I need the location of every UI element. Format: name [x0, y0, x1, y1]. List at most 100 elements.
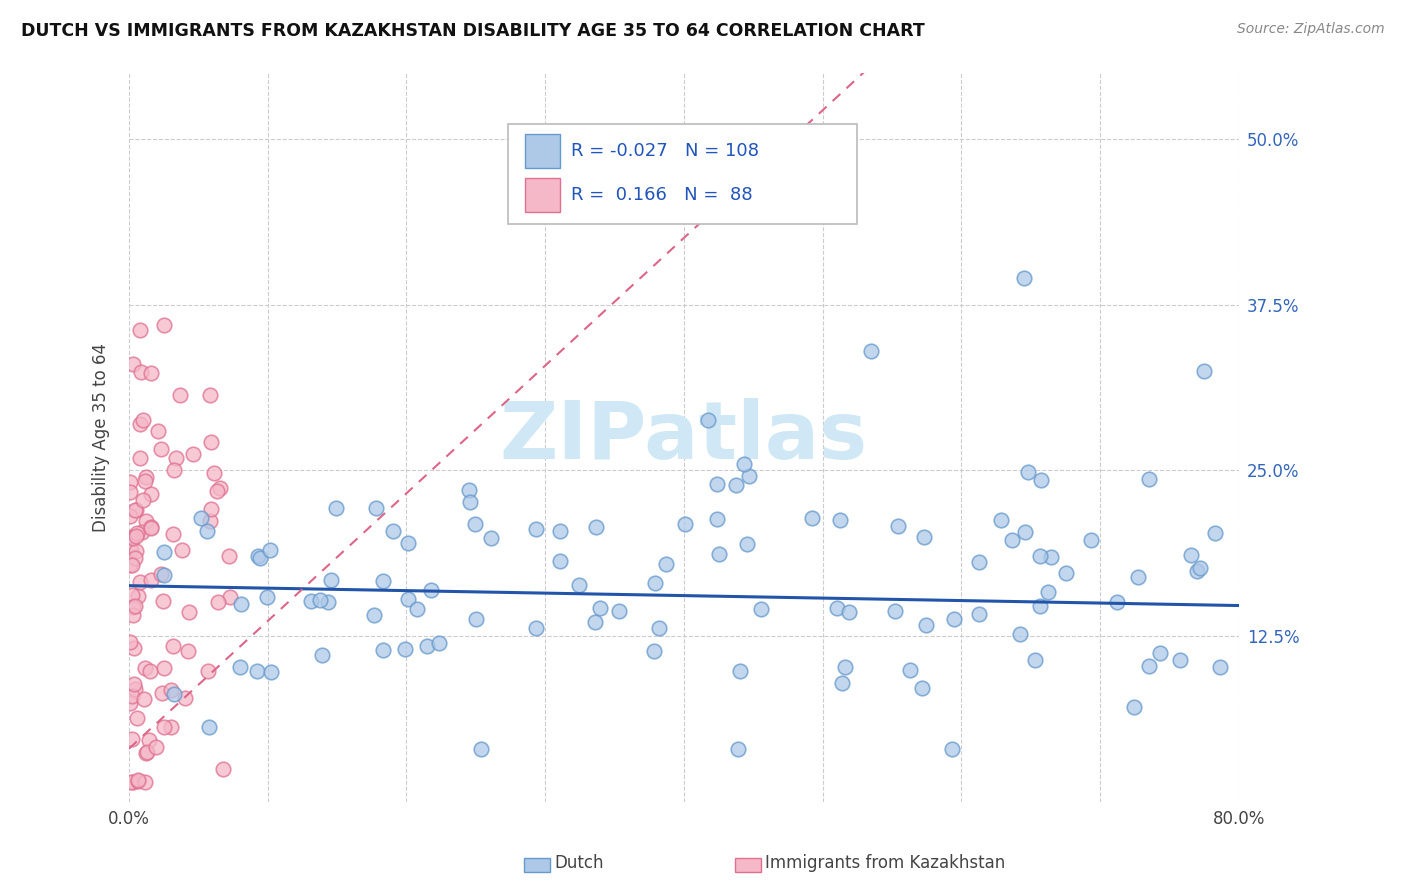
Text: DUTCH VS IMMIGRANTS FROM KAZAKHSTAN DISABILITY AGE 35 TO 64 CORRELATION CHART: DUTCH VS IMMIGRANTS FROM KAZAKHSTAN DISA…	[21, 22, 925, 40]
Point	[1038, 585, 1060, 599]
Point	[967, 555, 990, 569]
Point	[706, 512, 728, 526]
Point	[396, 592, 419, 607]
Point	[198, 720, 221, 734]
Point	[589, 600, 612, 615]
Point	[898, 664, 921, 678]
Point	[373, 574, 395, 588]
Point	[190, 511, 212, 525]
Point	[160, 720, 183, 734]
Point	[673, 517, 696, 532]
Point	[127, 772, 149, 787]
Point	[548, 554, 571, 568]
Point	[124, 550, 146, 565]
Point	[648, 621, 671, 635]
Point	[153, 545, 176, 559]
Point	[122, 641, 145, 656]
Point	[1054, 566, 1077, 580]
Point	[912, 530, 935, 544]
Point	[458, 494, 481, 508]
Point	[146, 425, 169, 439]
Point	[125, 529, 148, 543]
Point	[150, 442, 173, 456]
Point	[1017, 466, 1039, 480]
Point	[195, 524, 218, 539]
Point	[1008, 626, 1031, 640]
Point	[174, 691, 197, 706]
Point	[886, 519, 908, 533]
Point	[249, 550, 271, 565]
Point	[311, 648, 333, 663]
Point	[209, 481, 232, 495]
Point	[132, 692, 155, 706]
Point	[127, 589, 149, 603]
Point	[524, 621, 547, 635]
Point	[363, 607, 385, 622]
Point	[134, 474, 156, 488]
Point	[162, 526, 184, 541]
Point	[749, 601, 772, 615]
Point	[1080, 533, 1102, 548]
Point	[860, 344, 883, 359]
Point	[131, 524, 153, 539]
Point	[299, 593, 322, 607]
Point	[943, 612, 966, 626]
Point	[207, 595, 229, 609]
Point	[218, 549, 240, 563]
Point	[181, 447, 204, 461]
Point	[198, 388, 221, 402]
Point	[1137, 659, 1160, 673]
Point	[122, 599, 145, 614]
Point	[406, 602, 429, 616]
Point	[139, 366, 162, 380]
Point	[728, 664, 751, 678]
Point	[709, 547, 731, 561]
Text: ZIPatlas: ZIPatlas	[499, 399, 868, 476]
Point	[1204, 526, 1226, 541]
Point	[132, 492, 155, 507]
Text: Source: ZipAtlas.com: Source: ZipAtlas.com	[1237, 22, 1385, 37]
Point	[465, 612, 488, 626]
Point	[139, 520, 162, 534]
Point	[419, 582, 441, 597]
Point	[733, 457, 755, 471]
Point	[150, 566, 173, 581]
Point	[1028, 549, 1050, 563]
Point	[259, 543, 281, 558]
Point	[131, 413, 153, 427]
Point	[1001, 533, 1024, 548]
Point	[990, 513, 1012, 527]
Point	[231, 597, 253, 611]
Point	[121, 731, 143, 746]
Point	[128, 574, 150, 589]
Point	[163, 687, 186, 701]
Point	[831, 676, 853, 690]
Text: R = -0.027   N = 108: R = -0.027 N = 108	[571, 142, 759, 160]
Text: R =  0.166   N =  88: R = 0.166 N = 88	[571, 186, 754, 204]
Point	[120, 508, 142, 523]
Point	[200, 434, 222, 449]
Point	[697, 413, 720, 427]
Point	[129, 365, 152, 379]
Point	[128, 450, 150, 465]
Point	[910, 681, 932, 696]
Point	[652, 161, 675, 176]
Point	[139, 487, 162, 501]
Point	[122, 774, 145, 789]
Point	[246, 665, 269, 679]
Point	[124, 599, 146, 613]
Point	[122, 358, 145, 372]
Point	[643, 643, 665, 657]
Point	[479, 532, 502, 546]
Point	[136, 745, 159, 759]
Point	[125, 526, 148, 541]
Point	[169, 388, 191, 402]
Point	[162, 640, 184, 654]
Point	[394, 642, 416, 657]
Point	[135, 514, 157, 528]
Point	[371, 642, 394, 657]
Point	[727, 741, 749, 756]
Point	[1105, 595, 1128, 609]
Point	[735, 536, 758, 550]
Point	[382, 524, 405, 538]
